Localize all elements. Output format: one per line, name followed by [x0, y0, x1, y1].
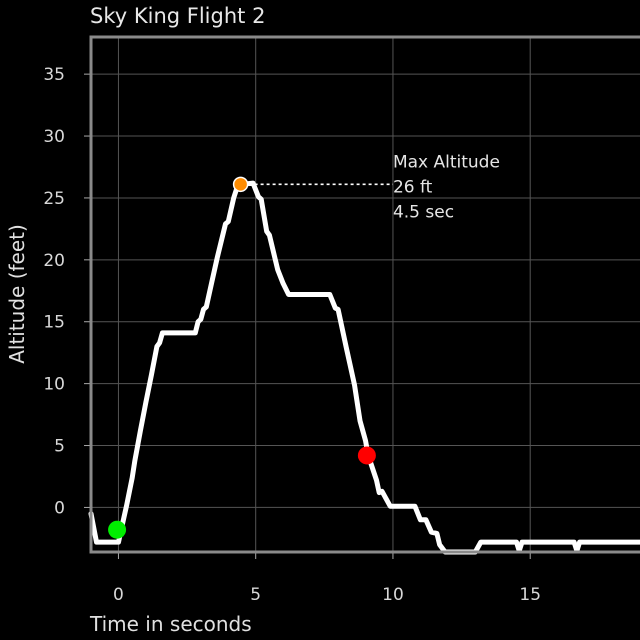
deploy-marker [357, 446, 376, 465]
plot-frame [89, 35, 640, 554]
max-altitude-annotation-line: Max Altitude [393, 152, 500, 172]
annotation: Max Altitude 26 ft 4.5 sec [248, 152, 500, 222]
x-tick-label: 0 [113, 585, 124, 605]
x-axis-label: Time in seconds [89, 612, 252, 636]
max-altitude-annotation-line: 26 ft [393, 177, 433, 197]
y-tick-label: 25 [43, 189, 65, 209]
y-tick-label: 35 [43, 65, 65, 85]
altitude-line [88, 180, 640, 555]
series-layer [88, 180, 640, 555]
tick-labels: 0 5 10 15 0 5 10 15 20 25 30 35 [43, 65, 541, 605]
y-tick-label: 15 [43, 313, 65, 333]
y-tick-label: 20 [43, 251, 65, 271]
x-tick-label: 5 [250, 585, 261, 605]
max-altitude-annotation-line: 4.5 sec [393, 202, 454, 222]
grid [91, 37, 640, 552]
y-tick-label: 5 [54, 437, 65, 457]
y-tick-label: 30 [43, 127, 65, 147]
x-tick-label: 10 [382, 585, 404, 605]
launch-marker [108, 520, 127, 539]
y-tick-label: 0 [54, 498, 65, 518]
y-axis-label: Altitude (feet) [5, 224, 29, 364]
chart-title: Sky King Flight 2 [90, 4, 266, 28]
markers [108, 176, 376, 539]
x-tick-label: 15 [519, 585, 541, 605]
y-tick-label: 10 [43, 375, 65, 395]
max-altitude-marker [232, 176, 249, 193]
